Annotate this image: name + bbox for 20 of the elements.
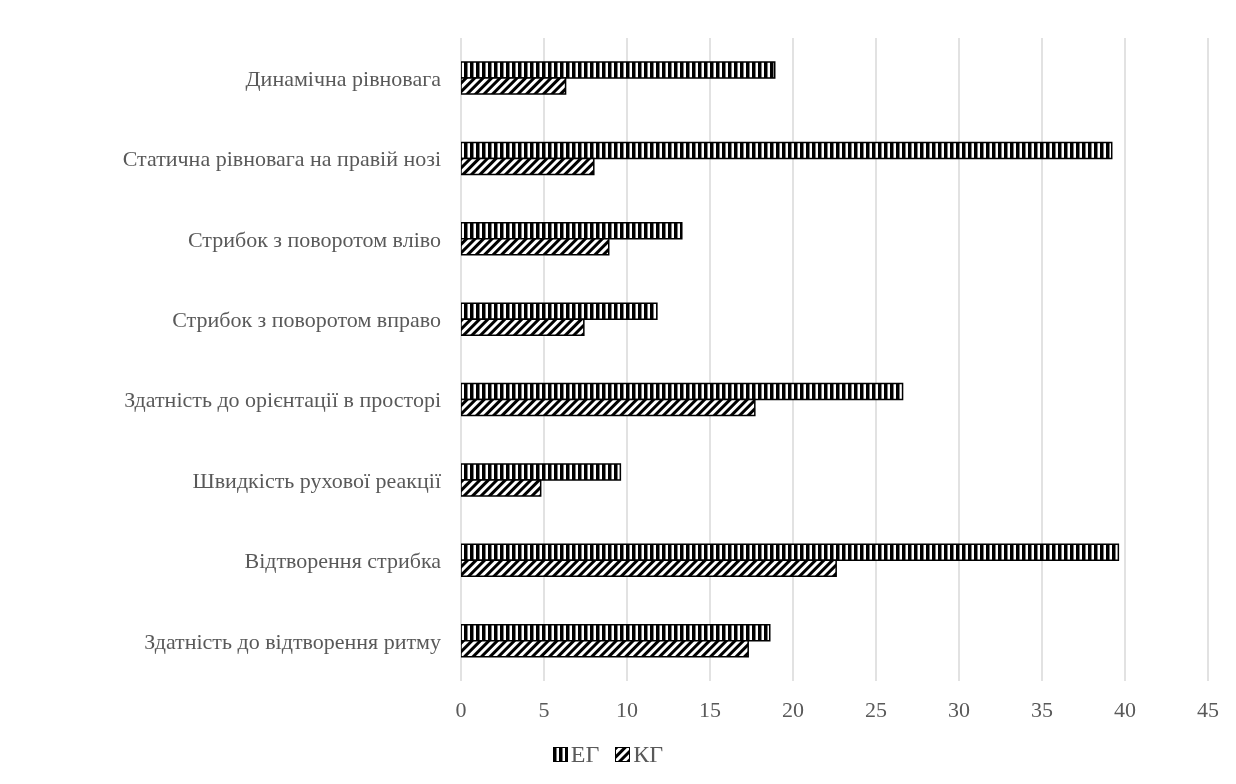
- y-tick-label: Стрибок з поворотом вправо: [172, 307, 441, 333]
- y-tick-label: Відтворення стрибка: [244, 548, 442, 574]
- x-tick-label: 5: [538, 696, 550, 722]
- x-tick-label: 0: [455, 696, 467, 722]
- y-tick-label: Здатність до орієнтації в просторі: [124, 387, 441, 413]
- x-tick-label: 10: [616, 696, 638, 722]
- y-tick-label: Швидкість рухової реакції: [192, 467, 442, 493]
- x-tick-label: 20: [782, 696, 804, 722]
- x-tick-label: 30: [948, 696, 970, 722]
- y-tick-label: Динамічна рівновага: [245, 66, 442, 91]
- y-tick-label: Статична рівновага на правій нозі: [122, 146, 441, 172]
- x-tick-label: 35: [1031, 696, 1053, 722]
- y-tick-label: Стрибок з поворотом вліво: [187, 226, 441, 252]
- x-tick-label: 40: [1114, 696, 1136, 722]
- legend-label: ЕГ: [570, 741, 600, 768]
- x-tick-label: 45: [1197, 696, 1219, 722]
- legend-label: КГ: [633, 741, 664, 768]
- y-tick-label: Здатність до відтворення ритму: [144, 628, 441, 654]
- x-tick-label: 25: [865, 696, 887, 722]
- x-tick-label: 15: [699, 696, 721, 722]
